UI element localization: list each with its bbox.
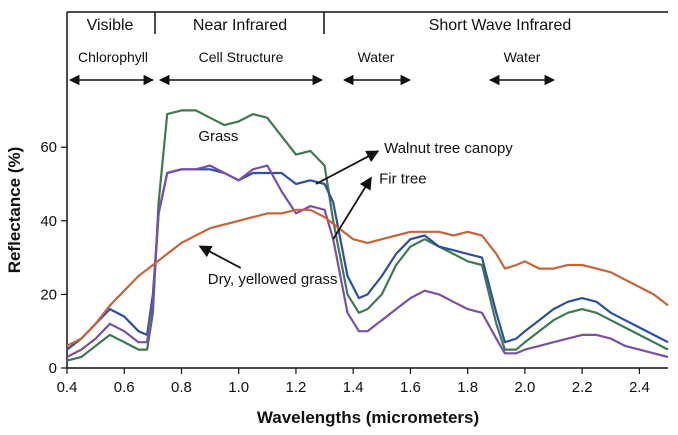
y-axis-title: Reflectance (%) (5, 147, 24, 274)
x-tick-label: 0.6 (114, 379, 135, 396)
x-tick-label: 1.0 (228, 379, 249, 396)
x-axis-title: Wavelengths (micrometers) (257, 408, 479, 427)
band-label-visible: Visible (87, 17, 134, 34)
x-tick-label: 2.2 (572, 379, 593, 396)
sub-label-water-1: Water (358, 49, 395, 65)
x-tick-label: 2.4 (629, 379, 650, 396)
sub-label-chlorophyll: Chlorophyll (78, 49, 148, 65)
series-line-walnut-tree-canopy (66, 168, 669, 351)
annotation-arrow-dry-grass (198, 245, 242, 269)
x-tick-label: 1.4 (343, 379, 364, 396)
annotation-grass: Grass (198, 128, 238, 145)
x-ticks: 0.4 0.6 0.8 1.0 1.2 1.4 1.6 1.8 2.0 2.2 2.4 (57, 368, 650, 396)
x-tick-label: 0.4 (57, 379, 78, 396)
annotation-arrow-fir (332, 176, 372, 240)
sub-label-cell-structure: Cell Structure (199, 49, 284, 65)
x-tick-label: 1.6 (400, 379, 421, 396)
y-tick-label: 0 (49, 360, 57, 377)
axes: 0.4 0.6 0.8 1.0 1.2 1.4 1.6 1.8 2.0 2.2 2.4 0 20 40 6… (5, 12, 668, 427)
series-line-fir-tree (66, 164, 669, 359)
annotation-layer: Grass Walnut tree canopy Fir tree Dry, yell… (198, 128, 513, 288)
band-label-short-wave-infrared: Short Wave Infrared (429, 17, 572, 34)
annotation-fir-tree: Fir tree (379, 171, 427, 188)
annotation-dry-yellowed-grass: Dry, yellowed grass (208, 271, 338, 288)
series-line-dry-yellowed-grass (66, 208, 669, 347)
y-tick-label: 20 (40, 286, 57, 303)
series-layer (66, 109, 669, 362)
sub-label-water-2: Water (504, 49, 541, 65)
x-tick-label: 1.2 (286, 379, 307, 396)
sub-annotations: Chlorophyll Cell Structure Water Water (68, 49, 556, 86)
y-ticks: 0 20 40 60 (40, 139, 67, 377)
annotation-arrow-walnut (315, 150, 380, 185)
band-label-near-infrared: Near Infrared (193, 17, 287, 34)
x-tick-label: 0.8 (171, 379, 192, 396)
band-headers: Visible Near Infrared Short Wave Infrare… (67, 11, 668, 34)
x-tick-label: 2.0 (514, 379, 535, 396)
y-tick-label: 40 (40, 213, 57, 230)
y-tick-label: 60 (40, 139, 57, 156)
x-tick-label: 1.8 (457, 379, 478, 396)
annotation-walnut-tree-canopy: Walnut tree canopy (384, 140, 513, 157)
